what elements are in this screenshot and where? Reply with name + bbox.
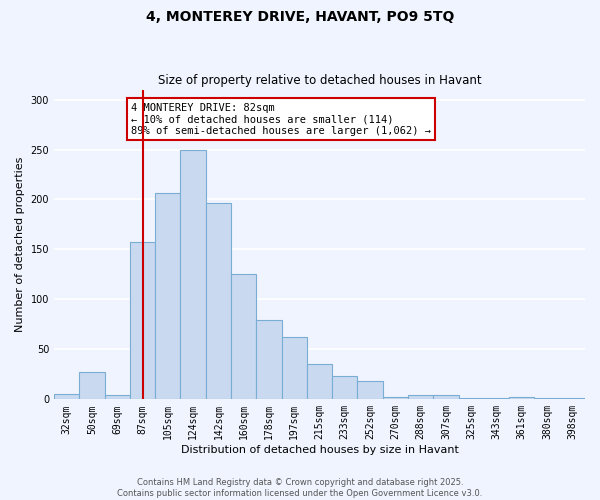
Bar (231, 274, 256, 400)
Title: Size of property relative to detached houses in Havant: Size of property relative to detached ho… (158, 74, 481, 87)
Bar (155, 194, 181, 400)
Bar (307, 364, 332, 400)
Bar (433, 396, 458, 400)
Bar (332, 376, 358, 400)
Text: Contains HM Land Registry data © Crown copyright and database right 2025.
Contai: Contains HM Land Registry data © Crown c… (118, 478, 482, 498)
Y-axis label: Number of detached properties: Number of detached properties (15, 157, 25, 332)
Bar (130, 242, 155, 400)
Bar (535, 398, 560, 400)
Bar (458, 398, 484, 400)
Bar (79, 372, 104, 400)
Bar (509, 398, 535, 400)
X-axis label: Distribution of detached houses by size in Havant: Distribution of detached houses by size … (181, 445, 458, 455)
Bar (560, 398, 585, 400)
Text: 4, MONTEREY DRIVE, HAVANT, PO9 5TQ: 4, MONTEREY DRIVE, HAVANT, PO9 5TQ (146, 10, 454, 24)
Bar (256, 320, 281, 400)
Bar (181, 150, 206, 400)
Bar (408, 396, 433, 400)
Bar (104, 396, 130, 400)
Bar (54, 394, 79, 400)
Bar (281, 338, 307, 400)
Bar (484, 398, 509, 400)
Bar (383, 398, 408, 400)
Text: 4 MONTEREY DRIVE: 82sqm
← 10% of detached houses are smaller (114)
89% of semi-d: 4 MONTEREY DRIVE: 82sqm ← 10% of detache… (131, 102, 431, 136)
Bar (206, 204, 231, 400)
Bar (358, 382, 383, 400)
